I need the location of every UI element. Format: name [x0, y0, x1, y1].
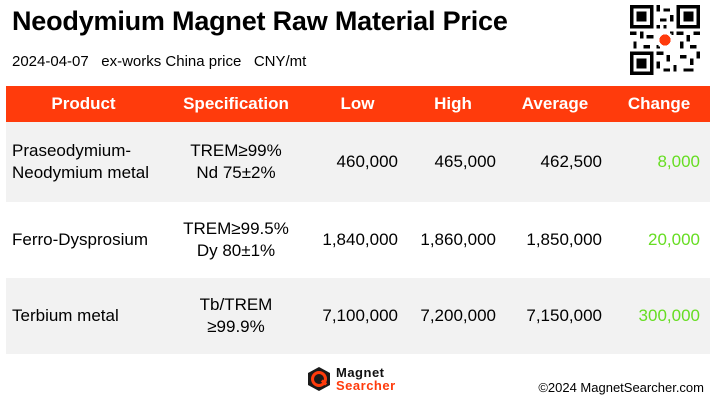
change-cell: 300,000	[638, 306, 700, 325]
subtitle: 2024-04-07 ex-works China price CNY/mt	[12, 53, 306, 70]
price-basis: ex-works China price	[101, 53, 242, 70]
product-name-line: Ferro-Dysprosium	[12, 230, 149, 249]
magnet-searcher-logo[interactable]: Magnet Searcher	[306, 366, 396, 392]
price-unit: CNY/mt	[253, 53, 307, 70]
product-cell: Ferro-Dysprosium	[6, 202, 161, 278]
high-price-cell: 1,860,000	[420, 230, 496, 249]
table-row: Terbium metal Tb/TREM ≥99.9% 7,100,000 7,…	[6, 278, 710, 354]
spec-line: ≥99.9%	[207, 317, 265, 336]
specification-cell: TREM≥99% Nd 75±2%	[161, 122, 311, 202]
specification-cell: TREM≥99.5% Dy 80±1%	[161, 202, 311, 278]
column-header-low: Low	[340, 94, 375, 113]
spec-line: Dy 80±1%	[196, 241, 276, 260]
low-price-cell: 1,840,000	[322, 230, 398, 249]
high-price-cell: 465,000	[434, 152, 496, 171]
average-price-cell: 1,850,000	[526, 230, 602, 249]
price-date: 2024-04-07	[12, 53, 89, 70]
product-name-line: Praseodymium-	[12, 141, 132, 160]
low-price-cell: 7,100,000	[322, 306, 398, 325]
average-price-cell: 462,500	[540, 152, 602, 171]
high-price-cell: 7,200,000	[420, 306, 496, 325]
page-title: Neodymium Magnet Raw Material Price	[12, 6, 508, 36]
product-name-line: Terbium metal	[12, 306, 119, 325]
change-cell: 20,000	[648, 230, 700, 249]
magnet-logo-icon	[308, 367, 330, 391]
average-price-cell: 7,150,000	[526, 306, 602, 325]
product-cell: Terbium metal	[6, 278, 161, 354]
column-header-high: High	[434, 94, 472, 113]
table-row: Praseodymium- Neodymium metal TREM≥99% Nd …	[6, 122, 710, 202]
table-header-row: Product Specification Low High Average C…	[6, 86, 710, 122]
table-row: Ferro-Dysprosium TREM≥99.5% Dy 80±1% 1,84…	[6, 202, 710, 278]
price-table: Product Specification Low High Average C…	[6, 86, 710, 354]
spec-line: TREM≥99%	[190, 141, 282, 160]
low-price-cell: 460,000	[336, 152, 398, 171]
spec-line: Nd 75±2%	[196, 163, 276, 182]
spec-line: Tb/TREM	[199, 295, 273, 314]
specification-cell: Tb/TREM ≥99.9%	[161, 278, 311, 354]
product-cell: Praseodymium- Neodymium metal	[6, 122, 161, 202]
logo-line-2: Searcher	[336, 378, 396, 393]
spec-line: TREM≥99.5%	[183, 219, 289, 238]
qr-code-icon[interactable]	[630, 5, 700, 75]
column-header-average: Average	[521, 94, 589, 113]
change-cell: 8,000	[657, 152, 700, 171]
logo-line-1: Magnet	[336, 365, 385, 380]
product-name-line: Neodymium metal	[12, 163, 149, 182]
column-header-change: Change	[627, 94, 691, 113]
column-header-product: Product	[51, 94, 116, 113]
logo-wordmark: Magnet Searcher	[336, 366, 396, 392]
copyright-text: ©2024 MagnetSearcher.com	[538, 380, 704, 395]
column-header-specification: Specification	[183, 94, 289, 113]
